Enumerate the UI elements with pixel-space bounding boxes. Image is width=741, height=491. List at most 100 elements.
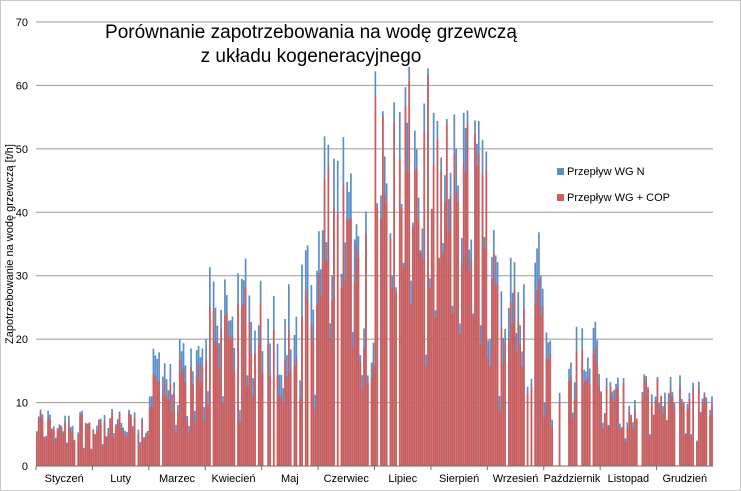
bar-wg-cop [171, 412, 174, 466]
bar-wg-cop [628, 411, 631, 466]
bar-wg-cop [404, 106, 407, 467]
bar-wg-cop [254, 353, 256, 466]
bar-wg-cop [257, 345, 260, 466]
bar-wg-cop [398, 158, 401, 466]
bar-wg-cop [197, 364, 200, 466]
bar-wg-cop [679, 386, 681, 466]
bar-wg-cop [684, 434, 687, 466]
bar-wg-cop [438, 258, 441, 466]
bar-wg-cop [513, 290, 516, 466]
bar-wg-cop [453, 153, 456, 466]
bar-wg-cop [340, 287, 343, 466]
bar-wg-cop [649, 436, 651, 466]
bar-wg-cop [391, 287, 394, 466]
bar-wg-cop [688, 399, 691, 466]
bar-wg-cop [487, 356, 490, 466]
bar-wg-cop [319, 295, 322, 466]
x-tick-label: Styczeń [45, 473, 84, 485]
bar-wg-cop [483, 248, 486, 466]
bar-wg-cop [671, 396, 674, 466]
y-tick-label: 70 [16, 17, 28, 29]
bar-wg-cop [84, 424, 87, 466]
bar-wg-cop [421, 259, 424, 466]
x-tick-label: Maj [281, 473, 299, 485]
bar-wg-cop [323, 179, 326, 466]
bar-wg-cop [193, 423, 196, 466]
bar-wg-cop [58, 425, 61, 466]
bar-wg-cop [667, 403, 670, 466]
bar-wg-cop [664, 403, 666, 466]
bar-wg-cop [163, 381, 166, 466]
bar-wg-cop [312, 340, 315, 466]
bar-wg-cop [54, 441, 57, 466]
bar-wg-cop [370, 377, 373, 466]
bar-wg-cop [504, 342, 506, 466]
bar-wg-cop [342, 184, 345, 466]
bar-wg-cop [365, 233, 367, 466]
bar-wg-cop [417, 221, 420, 466]
bar-wg-cop [389, 238, 392, 466]
bar-wg-cop [551, 426, 553, 466]
bar-wg-cop [594, 346, 597, 466]
bar-wg-cop [222, 402, 224, 466]
bar-wg-cop [120, 427, 123, 466]
bar-wg-cop [167, 400, 170, 466]
bar-wg-cop [231, 336, 234, 466]
bar-wg-cop [575, 352, 578, 466]
bar-wg-cop [701, 403, 704, 466]
bar-wg-cop [696, 442, 698, 466]
bar-wg-cop [114, 426, 117, 466]
bar-wg-cop [45, 436, 48, 466]
bar-wg-cop [543, 416, 546, 466]
bar-wg-cop [372, 364, 375, 466]
y-tick-label: 20 [16, 334, 28, 346]
bar-wg-cop [162, 394, 164, 466]
bar-wg-cop [363, 348, 365, 466]
bar-wg-cop [353, 283, 356, 466]
bar-wg-cop [620, 428, 623, 466]
bar-wg-cop [571, 419, 574, 466]
bar-wg-cop [611, 397, 614, 466]
bar-wg-cop [585, 380, 587, 466]
bar-wg-cop [545, 359, 548, 466]
bar-wg-cop [141, 420, 143, 466]
bar-wg-cop [43, 438, 46, 466]
bar-wg-cop [681, 402, 683, 466]
bar-wg-cop [348, 219, 350, 466]
bar-wg-cop [474, 133, 476, 466]
bar-wg-cop [673, 407, 676, 466]
bar-wg-cop [165, 396, 168, 466]
bar-wg-cop [609, 386, 612, 466]
bar-wg-cop [451, 313, 454, 466]
bar-wg-cop [429, 287, 431, 466]
bar-wg-cop [184, 382, 187, 466]
bar-wg-cop [588, 384, 591, 466]
bar-wg-cop [630, 417, 632, 466]
bar-wg-cop [201, 366, 204, 466]
bar-wg-cop [445, 124, 448, 466]
x-tick-label: Grudzień [662, 473, 707, 485]
bar-wg-cop [686, 409, 689, 466]
bar-wg-cop [393, 122, 395, 466]
y-tick-label: 50 [16, 144, 28, 156]
bar-wg-cop [624, 442, 627, 466]
legend-label-wg-n: Przepływ WG N [567, 165, 645, 178]
bar-wg-cop [318, 273, 320, 466]
bar-wg-cop [600, 392, 602, 466]
y-tick-label: 30 [16, 271, 28, 283]
bar-wg-cop [598, 386, 600, 466]
legend-swatch-wg-cop [557, 194, 564, 201]
bar-wg-cop [690, 437, 693, 466]
bar-wg-cop [536, 290, 538, 466]
bar-wg-cop [203, 421, 206, 466]
bar-wg-cop [498, 411, 501, 466]
bar-wg-cop [618, 429, 621, 466]
bar-wg-cop [109, 419, 112, 466]
bar-wg-cop [511, 323, 514, 466]
bar-wg-cop [654, 400, 657, 466]
bar-wg-cop [568, 380, 570, 466]
bar-wg-cop [314, 409, 317, 466]
bar-wg-cop [287, 330, 290, 466]
bar-wg-cop [272, 329, 275, 466]
bar-wg-cop [464, 173, 467, 466]
